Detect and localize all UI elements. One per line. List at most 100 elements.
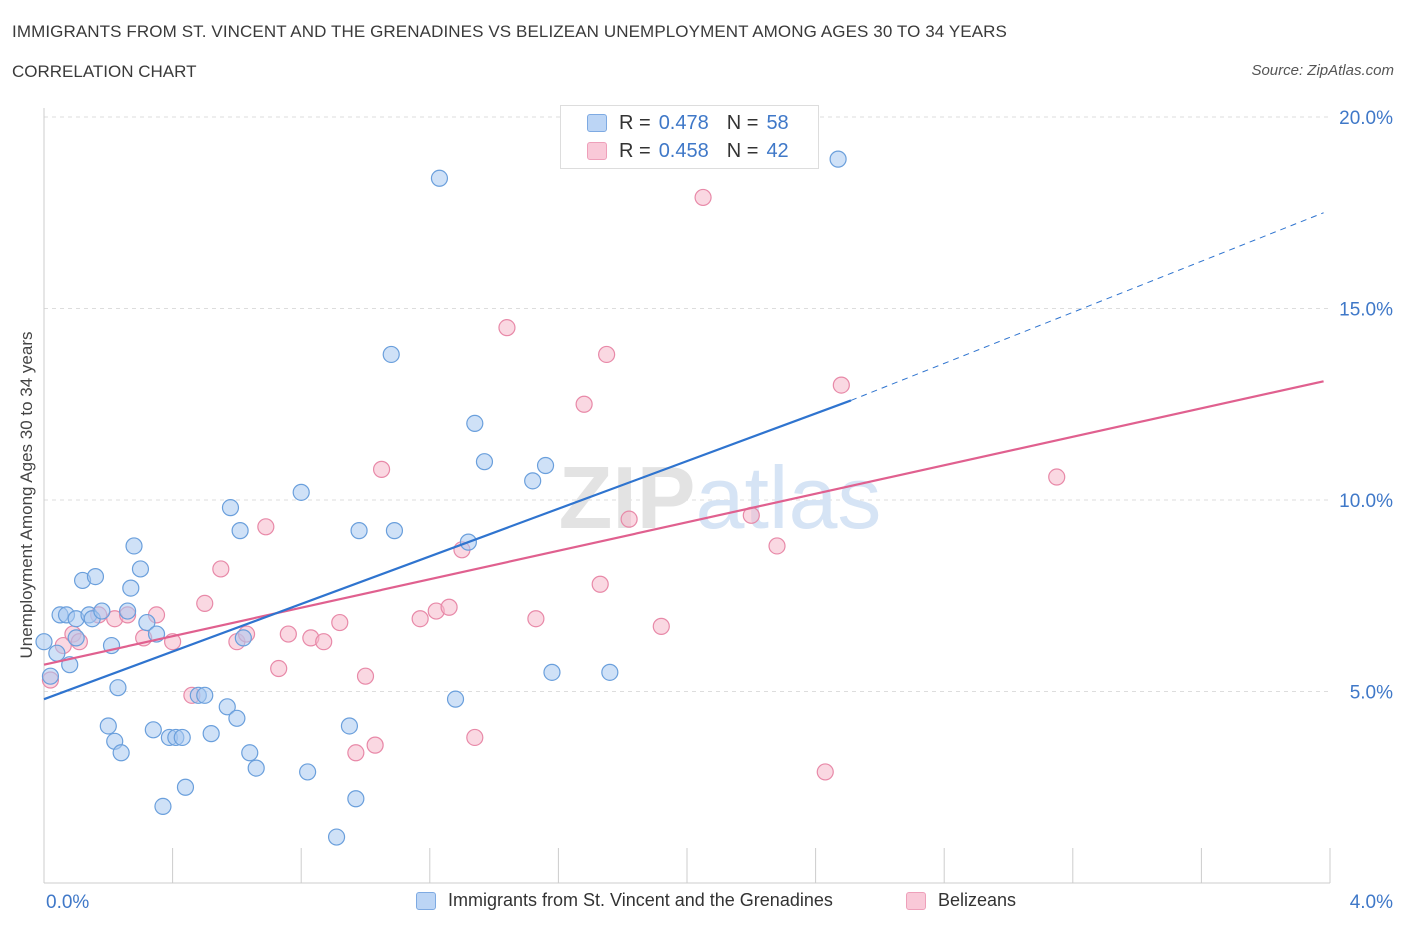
immigrants-trendline-extension xyxy=(850,212,1324,401)
bottom-legend-swatch-blue xyxy=(416,891,436,910)
immigrants-point xyxy=(543,663,561,681)
chart-subtitle: CORRELATION CHART xyxy=(12,62,197,81)
immigrants-point xyxy=(241,744,259,762)
belizeans-point xyxy=(598,345,616,364)
immigrants-point xyxy=(109,679,127,697)
belizeans-point xyxy=(315,633,333,651)
belizeans-point xyxy=(620,510,638,528)
immigrants-point xyxy=(829,150,847,168)
belizeans-point xyxy=(257,518,275,536)
belizeans-point xyxy=(372,460,391,478)
legend-row-immigrants: R = 0.478 N = 58 xyxy=(587,110,789,136)
y-tick-labels: 5.0% 10.0% 15.0% 20.0% xyxy=(1339,108,1393,704)
chart-title: IMMIGRANTS FROM ST. VINCENT AND THE GREN… xyxy=(12,22,1007,41)
immigrants-point xyxy=(228,709,246,727)
legend-r-value: 0.458 xyxy=(658,139,709,162)
belizeans-point xyxy=(832,376,850,394)
immigrants-point xyxy=(299,763,317,781)
belizeans-point xyxy=(279,625,297,643)
belizeans-point xyxy=(212,560,230,578)
immigrants-point xyxy=(466,414,484,432)
immigrants-point xyxy=(93,602,111,620)
immigrants-point xyxy=(118,602,137,620)
belizeans-point xyxy=(196,594,214,613)
immigrants-point xyxy=(524,472,542,490)
legend-swatch-blue xyxy=(587,114,607,132)
y-axis-label: Unemployment Among Ages 30 to 34 years xyxy=(17,332,36,659)
belizeans-point xyxy=(768,537,786,555)
immigrants-point xyxy=(292,483,310,501)
immigrants-point xyxy=(382,345,400,364)
immigrants-point xyxy=(475,453,494,471)
legend-n-value: 42 xyxy=(766,139,789,162)
immigrants-point xyxy=(347,790,365,808)
belizeans-point xyxy=(527,610,545,628)
immigrants-point xyxy=(340,717,359,735)
belizeans-point xyxy=(366,736,384,754)
immigrants-point xyxy=(601,663,619,681)
belizeans-point xyxy=(440,598,458,616)
belizeans-point xyxy=(356,667,375,685)
belizeans-point xyxy=(575,395,593,413)
immigrants-point xyxy=(122,579,140,597)
immigrants-point xyxy=(144,721,162,739)
legend-r-label: R = xyxy=(619,111,651,134)
watermark-zip: ZIP xyxy=(559,448,696,547)
x-tick-marks xyxy=(172,848,1331,883)
immigrants-point xyxy=(99,717,117,735)
belizeans-point xyxy=(652,617,670,635)
belizeans-point xyxy=(1048,468,1066,486)
immigrants-point xyxy=(131,560,150,578)
y-tick-label: 15.0% xyxy=(1339,300,1393,321)
immigrants-point xyxy=(327,828,346,846)
y-tick-label: 5.0% xyxy=(1350,683,1393,704)
belizeans-point xyxy=(591,575,609,593)
immigrants-point xyxy=(138,613,156,632)
legend-n-label: N = xyxy=(726,139,759,162)
belizeans-point xyxy=(347,744,365,762)
bottom-legend-label-belizeans: Belizeans xyxy=(938,890,1017,910)
legend-n-label: N = xyxy=(726,111,759,134)
x-tick-label: 4.0% xyxy=(1350,892,1393,913)
watermark-atlas: atlas xyxy=(696,448,882,547)
immigrants-point xyxy=(125,537,143,555)
legend-r-label: R = xyxy=(619,139,651,162)
immigrants-point xyxy=(234,629,252,647)
grid-lines xyxy=(44,116,1330,692)
correlation-legend: R = 0.478 N = 58 R = 0.458 N = 42 xyxy=(560,105,819,169)
bottom-legend-swatch-pink xyxy=(906,891,926,910)
legend-r-value: 0.478 xyxy=(658,111,709,134)
trendlines xyxy=(43,212,1324,701)
immigrants-point xyxy=(247,759,265,777)
watermark: ZIPatlas xyxy=(559,448,882,547)
immigrants-point xyxy=(86,567,105,586)
immigrants-points xyxy=(35,150,847,846)
immigrants-point xyxy=(48,644,66,662)
immigrants-point xyxy=(41,667,60,685)
source-credit: Source: ZipAtlas.com xyxy=(1251,62,1394,79)
immigrants-trendline xyxy=(43,399,852,701)
x-tick-labels: 0.0% 4.0% xyxy=(46,892,1393,913)
belizeans-point xyxy=(331,613,349,632)
immigrants-point xyxy=(154,797,172,816)
immigrants-point xyxy=(385,522,404,540)
y-tick-label: 20.0% xyxy=(1339,108,1393,129)
belizeans-point xyxy=(466,728,484,747)
immigrants-point xyxy=(430,169,449,187)
immigrants-point xyxy=(35,633,53,651)
immigrants-point xyxy=(536,456,555,475)
belizeans-trendline xyxy=(43,380,1324,666)
bottom-legend-immigrants: Immigrants from St. Vincent and the Gren… xyxy=(416,890,833,911)
belizeans-point xyxy=(270,659,288,678)
immigrants-point xyxy=(112,744,130,762)
x-tick-label: 0.0% xyxy=(46,892,89,913)
immigrants-point xyxy=(446,690,465,708)
immigrants-point xyxy=(196,686,214,704)
y-tick-label: 10.0% xyxy=(1339,491,1393,512)
immigrants-point xyxy=(221,499,240,517)
belizeans-point xyxy=(498,319,516,337)
immigrants-point xyxy=(218,698,236,716)
bottom-legend-label-immigrants: Immigrants from St. Vincent and the Gren… xyxy=(448,890,833,910)
legend-row-belizeans: R = 0.458 N = 42 xyxy=(587,138,789,164)
